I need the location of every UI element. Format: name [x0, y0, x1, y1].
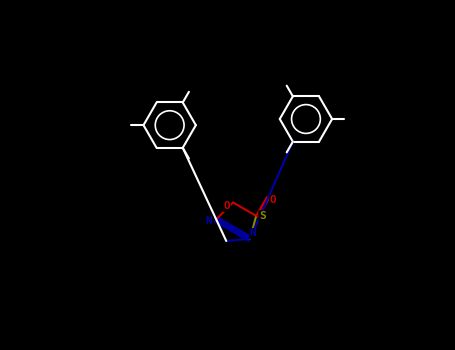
Text: N: N: [250, 229, 257, 238]
Text: O: O: [223, 201, 230, 211]
Text: O: O: [270, 195, 277, 205]
Text: S: S: [259, 211, 266, 221]
Text: N: N: [206, 216, 212, 226]
